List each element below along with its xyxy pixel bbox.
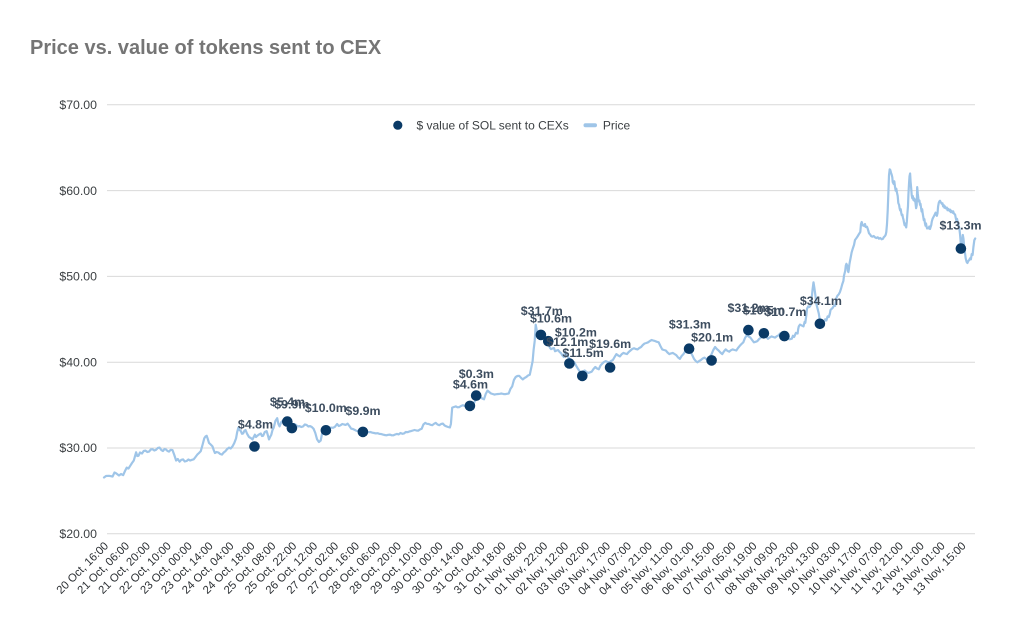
svg-text:Price: Price: [603, 119, 631, 133]
svg-text:$60.00: $60.00: [59, 184, 97, 198]
svg-text:$10.6m: $10.6m: [530, 311, 572, 325]
svg-text:$0.3m: $0.3m: [459, 367, 494, 381]
svg-text:$31.7m: $31.7m: [521, 304, 563, 318]
svg-text:$31.2m: $31.2m: [727, 301, 769, 315]
svg-text:$50.00: $50.00: [59, 270, 97, 284]
svg-text:$11.5m: $11.5m: [562, 346, 603, 360]
svg-text:$5.4m: $5.4m: [270, 395, 305, 409]
svg-text:$9.9m: $9.9m: [345, 404, 380, 418]
svg-text:$4.6m: $4.6m: [453, 377, 488, 391]
svg-text:$30.00: $30.00: [59, 441, 97, 455]
svg-text:$13.3m: $13.3m: [939, 219, 981, 233]
svg-text:$31.3m: $31.3m: [669, 317, 711, 331]
svg-text:$ value of SOL sent to CEXs: $ value of SOL sent to CEXs: [417, 119, 569, 133]
svg-text:$19.6m: $19.6m: [589, 337, 631, 351]
svg-text:$70.00: $70.00: [59, 98, 97, 112]
svg-text:$10.7m: $10.7m: [764, 305, 806, 319]
svg-text:$34.1m: $34.1m: [800, 294, 842, 308]
svg-text:$4.8m: $4.8m: [238, 417, 273, 431]
svg-text:$10.2m: $10.2m: [555, 326, 597, 340]
svg-text:$40.00: $40.00: [59, 355, 97, 369]
svg-text:$10.0m: $10.0m: [305, 401, 347, 415]
svg-text:$20.1m: $20.1m: [691, 330, 733, 344]
svg-text:$9.9m: $9.9m: [274, 398, 309, 412]
svg-text:$12.1m: $12.1m: [546, 335, 588, 349]
svg-text:$20.00: $20.00: [59, 527, 97, 541]
svg-text:$10.5m: $10.5m: [743, 303, 785, 317]
